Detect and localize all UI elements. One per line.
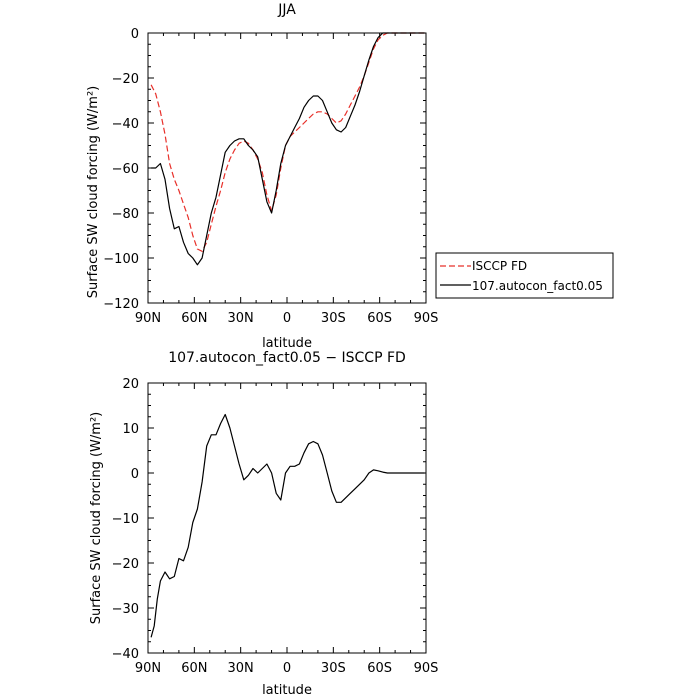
bottom-y-tick-label: −10	[112, 512, 139, 527]
top-x-tick-label: 90N	[135, 311, 161, 326]
bottom-y-tick-label: 0	[131, 467, 139, 482]
top-plot: JJA Surface SW cloud forcing (W/m²) lati…	[86, 2, 438, 351]
bottom-plot: 107.autocon_fact0.05 − ISCCP FD Surface …	[89, 350, 438, 698]
bottom-y-tick-label: 10	[122, 422, 139, 437]
top-x-axis-label: latitude	[262, 336, 312, 351]
top-y-tick-label: −120	[103, 297, 139, 312]
top-x-tick-label: 30N	[228, 311, 254, 326]
top-y-tick-label: −80	[112, 207, 139, 222]
top-series-line-1	[151, 32, 425, 266]
top-y-tick-label: −20	[112, 72, 139, 87]
bottom-x-tick-label: 30N	[228, 661, 254, 676]
bottom-x-tick-label: 0	[283, 661, 291, 676]
bottom-x-axis-label: latitude	[262, 683, 312, 698]
top-x-tick-label: 30S	[321, 311, 346, 326]
bottom-axes-ticks	[147, 382, 427, 654]
top-axes-ticks	[147, 32, 427, 304]
legend-label-model: 107.autocon_fact0.05	[472, 279, 603, 293]
top-y-tick-label: −100	[103, 252, 139, 267]
bottom-x-tick-label: 60N	[181, 661, 207, 676]
top-tick-labels: 90N 60N 30N 0 30S 60S 90S −120 −100 −80 −60 −40 −20 0	[103, 27, 438, 326]
bottom-y-tick-label: −30	[112, 602, 139, 617]
bottom-tick-labels: 90N 60N 30N 0 30S 60S 90S −40 −30 −20 −10 0 10 20	[112, 377, 439, 676]
bottom-series-lines	[150, 413, 425, 638]
bottom-title: 107.autocon_fact0.05 − ISCCP FD	[168, 350, 406, 366]
top-x-tick-label: 60S	[367, 311, 392, 326]
bottom-series-line-0	[150, 413, 425, 638]
top-plot-frame	[147, 32, 427, 304]
legend-label-isccp: ISCCP FD	[472, 259, 527, 273]
bottom-y-axis-label: Surface SW cloud forcing (W/m²)	[89, 412, 104, 624]
top-y-axis-label: Surface SW cloud forcing (W/m²)	[86, 86, 101, 298]
bottom-y-tick-label: 20	[122, 377, 139, 392]
bottom-plot-frame	[147, 382, 427, 654]
top-y-tick-label: −40	[112, 117, 139, 132]
bottom-x-tick-label: 90N	[135, 661, 161, 676]
top-x-tick-label: 0	[283, 311, 291, 326]
legend: ISCCP FD 107.autocon_fact0.05	[435, 252, 614, 299]
bottom-y-tick-label: −20	[112, 557, 139, 572]
bottom-x-tick-label: 90S	[414, 661, 439, 676]
top-y-tick-label: 0	[131, 27, 139, 42]
bottom-x-tick-label: 30S	[321, 661, 346, 676]
top-x-tick-label: 90S	[414, 311, 439, 326]
bottom-x-tick-label: 60S	[367, 661, 392, 676]
top-x-tick-label: 60N	[181, 311, 207, 326]
top-series-lines	[150, 32, 425, 266]
legend-box	[435, 252, 614, 299]
bottom-y-tick-label: −40	[112, 647, 139, 662]
top-y-tick-label: −60	[112, 162, 139, 177]
top-title: JJA	[277, 2, 296, 18]
